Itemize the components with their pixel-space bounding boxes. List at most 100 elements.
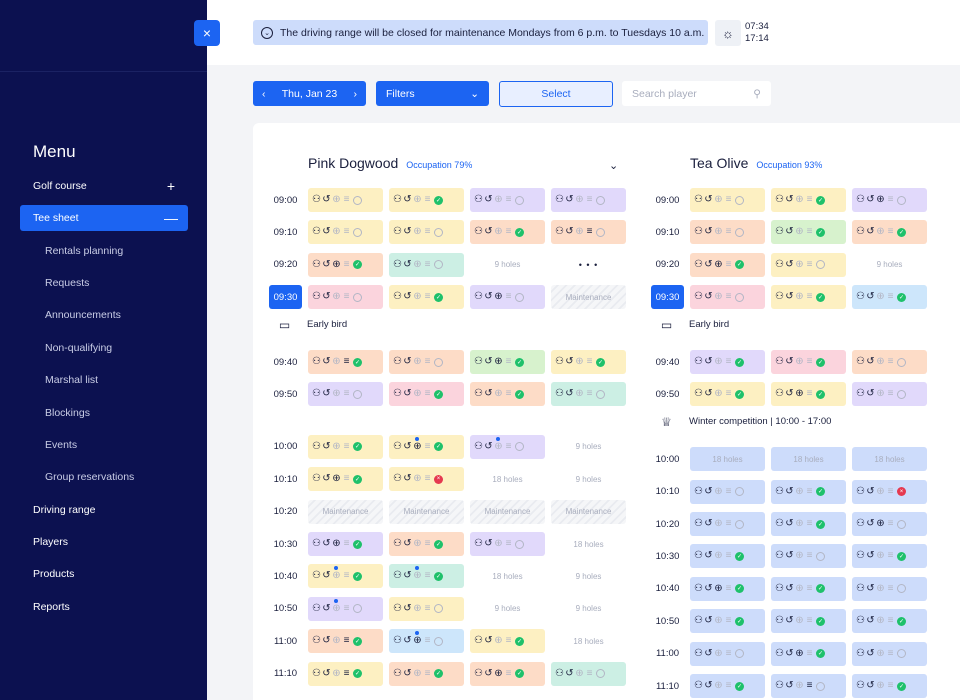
sidebar-item-tee-sheet[interactable]: Tee sheet —: [20, 205, 188, 232]
open-slot[interactable]: 18 holes: [492, 474, 523, 484]
tee-time-slot[interactable]: ⚇ ↺ ⊕ ≡ ✓: [771, 641, 846, 666]
tee-time-slot[interactable]: ⚇ ↺ ⊕ ≡ ✓: [771, 512, 846, 536]
tee-time-slot[interactable]: ⚇ ↺ ⊕ ≡ ✓: [308, 252, 383, 277]
tee-time-slot[interactable]: ⚇ ↺ ⊕ ≡: [551, 382, 626, 407]
sidebar-item-marshal-list[interactable]: Marshal list: [0, 364, 207, 396]
tee-time-slot[interactable]: ⚇ ↺ ⊕ ≡: [470, 285, 545, 310]
filters-dropdown[interactable]: Filters ⌄: [376, 81, 489, 106]
tee-time-slot[interactable]: ⚇ ↺ ⊕ ≡: [690, 188, 765, 212]
chevron-left-icon[interactable]: ‹: [262, 87, 266, 100]
open-slot[interactable]: 9 holes: [876, 260, 903, 270]
open-slot[interactable]: 9 holes: [575, 604, 602, 614]
tee-time-slot[interactable]: ⚇ ↺ ⊕ ≡ ✓: [308, 564, 383, 589]
tee-time-slot[interactable]: ⚇ ↺ ⊕ ≡ ✓: [389, 382, 464, 407]
tee-time-slot[interactable]: ⚇ ↺ ⊕ ≡ ✓: [470, 220, 545, 245]
tee-time-slot[interactable]: ⚇ ↺ ⊕ ≡ ✓: [690, 576, 765, 601]
tee-time-slot[interactable]: ⚇ ↺ ⊕ ≡: [389, 252, 464, 277]
tee-time-slot[interactable]: ⚇ ↺ ⊕ ≡ ✓: [771, 382, 846, 407]
tee-time-slot[interactable]: ⚇ ↺ ⊕ ≡: [771, 252, 846, 277]
tee-time-slot[interactable]: ⚇ ↺ ⊕ ≡: [690, 512, 765, 536]
maintenance-slot[interactable]: Maintenance: [470, 499, 545, 524]
tee-time-slot[interactable]: ⚇ ↺ ⊕ ≡ ✓: [690, 544, 765, 569]
tee-time-slot[interactable]: ⚇ ↺ ⊕ ≡ ✓: [852, 674, 927, 698]
tee-time-slot[interactable]: ⚇ ↺ ⊕ ≡ ✓: [771, 479, 846, 504]
tee-time-slot[interactable]: ⚇ ↺ ⊕ ≡ ✓: [308, 532, 383, 556]
sidebar-item-non-qualifying[interactable]: Non-qualifying: [0, 332, 207, 364]
tee-time-slot[interactable]: ⚇ ↺ ⊕ ≡: [389, 350, 464, 374]
tee-time-slot[interactable]: ⚇ ↺ ⊕ ≡ ✓: [852, 609, 927, 634]
tee-time-slot[interactable]: ⚇ ↺ ⊕ ≡ ✓: [771, 188, 846, 212]
sidebar-item-events[interactable]: Events: [0, 429, 207, 461]
tee-time-slot[interactable]: ⚇ ↺ ⊕ ≡: [852, 641, 927, 666]
tee-time-slot[interactable]: ⚇ ↺ ⊕ ≡ ✓: [308, 350, 383, 374]
tee-time-slot[interactable]: ⚇ ↺ ⊕ ≡ ✓: [690, 350, 765, 374]
tee-time-slot[interactable]: ⚇ ↺ ⊕ ≡: [389, 220, 464, 245]
maintenance-slot[interactable]: Maintenance: [551, 285, 626, 310]
more-slot[interactable]: • • •: [578, 259, 599, 270]
tee-time-slot[interactable]: ⚇ ↺ ⊕ ≡: [470, 434, 545, 459]
tee-time-slot[interactable]: ⚇ ↺ ⊕ ≡ ✓: [690, 609, 765, 634]
chevron-right-icon[interactable]: ›: [353, 87, 357, 100]
tee-time-slot[interactable]: ⚇ ↺ ⊕ ≡: [551, 220, 626, 245]
tee-time-slot[interactable]: ⚇ ↺ ⊕ ≡ ✓: [771, 609, 846, 634]
tee-time-slot[interactable]: ⚇ ↺ ⊕ ≡: [690, 641, 765, 666]
tee-time-slot[interactable]: ⚇ ↺ ⊕ ≡: [551, 188, 626, 212]
tee-time-slot[interactable]: ⚇ ↺ ⊕ ≡: [852, 350, 927, 374]
tee-time-slot[interactable]: ⚇ ↺ ⊕ ≡: [308, 382, 383, 407]
tee-time-slot[interactable]: ⚇ ↺ ⊕ ≡ ✓: [308, 661, 383, 686]
sidebar-item-golf-course[interactable]: Golf course +: [0, 170, 207, 202]
tee-time-slot[interactable]: ⚇ ↺ ⊕ ≡ ✓: [690, 674, 765, 698]
open-slot[interactable]: 18 holes: [771, 447, 846, 472]
collapse-icon[interactable]: —: [164, 210, 178, 227]
tee-time-slot[interactable]: ⚇ ↺ ⊕ ≡ ✓: [470, 661, 545, 686]
tee-time-slot[interactable]: ⚇ ↺ ⊕ ≡: [389, 629, 464, 654]
maintenance-slot[interactable]: Maintenance: [308, 499, 383, 524]
course-collapse-icon[interactable]: ⌄: [609, 160, 619, 172]
tee-time-slot[interactable]: ⚇ ↺ ⊕ ≡ ✓: [470, 629, 545, 654]
open-slot[interactable]: 9 holes: [494, 260, 521, 270]
tee-time-slot[interactable]: ⚇ ↺ ⊕ ≡ ✓: [771, 220, 846, 245]
tee-time-slot[interactable]: ⚇ ↺ ⊕ ≡ ✓: [690, 252, 765, 277]
sidebar-item-reports[interactable]: Reports: [0, 591, 207, 623]
sidebar-item-players[interactable]: Players: [0, 526, 207, 558]
tee-time-slot[interactable]: ⚇ ↺ ⊕ ≡ ✓: [389, 188, 464, 212]
tee-time-slot[interactable]: ⚇ ↺ ⊕ ≡: [690, 479, 765, 504]
open-slot[interactable]: 9 holes: [575, 442, 602, 452]
tee-time-slot[interactable]: ⚇ ↺ ⊕ ≡ ✓: [470, 382, 545, 407]
tee-time-slot[interactable]: ⚇ ↺ ⊕ ≡: [690, 220, 765, 245]
tee-time-slot[interactable]: ⚇ ↺ ⊕ ≡ ✓: [771, 285, 846, 310]
tee-time-slot[interactable]: ⚇ ↺ ⊕ ≡ ✓: [852, 285, 927, 310]
tee-time-slot[interactable]: ⚇ ↺ ⊕ ≡: [852, 576, 927, 601]
tee-time-slot[interactable]: ⚇ ↺ ⊕ ≡: [470, 532, 545, 556]
open-slot[interactable]: 18 holes: [573, 539, 604, 549]
tee-time-slot[interactable]: ⚇ ↺ ⊕ ≡ ✓: [389, 532, 464, 556]
open-slot[interactable]: 9 holes: [575, 474, 602, 484]
search-box[interactable]: ⚲: [622, 81, 771, 106]
select-button[interactable]: Select: [499, 81, 613, 107]
open-slot[interactable]: 18 holes: [492, 571, 523, 581]
tee-time-slot[interactable]: ⚇ ↺ ⊕ ≡ ✓: [308, 434, 383, 459]
tee-time-slot[interactable]: ⚇ ↺ ⊕ ≡: [308, 596, 383, 621]
tee-time-slot[interactable]: ⚇ ↺ ⊕ ≡: [308, 188, 383, 212]
sidebar-item-driving-range[interactable]: Driving range: [0, 494, 207, 526]
tee-time-slot[interactable]: ⚇ ↺ ⊕ ≡: [771, 544, 846, 569]
open-slot[interactable]: 9 holes: [494, 604, 521, 614]
tee-time-slot[interactable]: ⚇ ↺ ⊕ ≡ ✓: [389, 434, 464, 459]
tee-time-slot[interactable]: ⚇ ↺ ⊕ ≡: [852, 512, 927, 536]
tee-time-slot[interactable]: ⚇ ↺ ⊕ ≡ ×: [852, 479, 927, 504]
maintenance-slot[interactable]: Maintenance: [389, 499, 464, 524]
tee-time-slot[interactable]: ⚇ ↺ ⊕ ≡: [690, 285, 765, 310]
tee-time-slot[interactable]: ⚇ ↺ ⊕ ≡ ✓: [771, 350, 846, 374]
sidebar-item-requests[interactable]: Requests: [0, 267, 207, 299]
search-input[interactable]: [632, 87, 742, 100]
tee-time-slot[interactable]: ⚇ ↺ ⊕ ≡: [389, 596, 464, 621]
tee-time-slot[interactable]: ⚇ ↺ ⊕ ≡ ✓: [771, 576, 846, 601]
maintenance-slot[interactable]: Maintenance: [551, 499, 626, 524]
tee-time-slot[interactable]: ⚇ ↺ ⊕ ≡ ✓: [470, 350, 545, 374]
tee-time-slot[interactable]: ⚇ ↺ ⊕ ≡: [308, 220, 383, 245]
sidebar-item-announcements[interactable]: Announcements: [0, 299, 207, 331]
sidebar-item-products[interactable]: Products: [0, 558, 207, 590]
tee-time-slot[interactable]: ⚇ ↺ ⊕ ≡ ✓: [308, 467, 383, 492]
date-picker[interactable]: ‹ Thu, Jan 23 ›: [253, 81, 366, 106]
tee-time-slot[interactable]: ⚇ ↺ ⊕ ≡ ✓: [852, 220, 927, 245]
